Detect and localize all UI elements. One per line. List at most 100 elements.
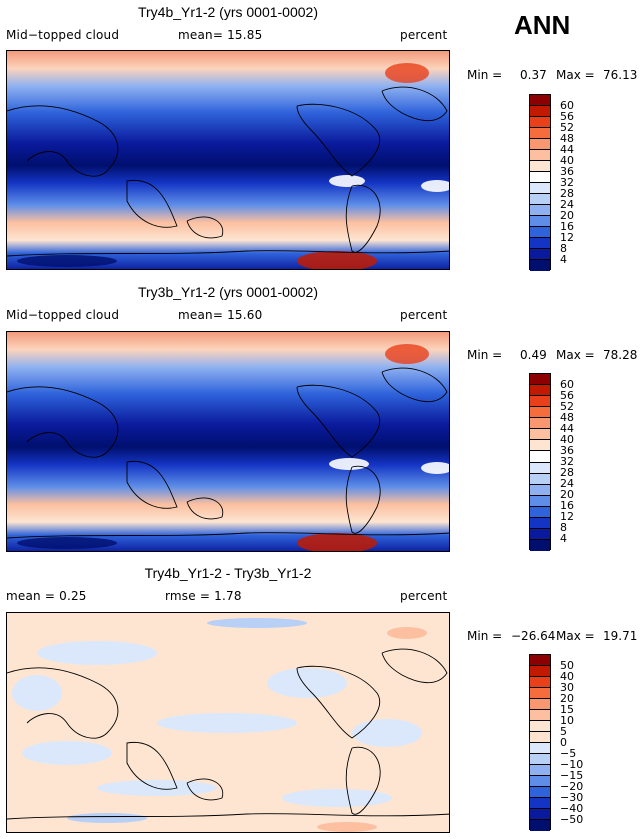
colorbar-tick-label: 48 (560, 131, 574, 145)
colorbar-tick-label: 60 (560, 377, 574, 391)
colorbar-tick-label: −30 (560, 790, 584, 804)
colorbar-tick-label: −5 (560, 746, 577, 760)
colorbar-tick-label: 20 (560, 691, 574, 705)
panel-2-min-value: 0.49 (520, 348, 547, 362)
colorbar-segment (530, 528, 550, 540)
colorbar-segment (530, 150, 550, 161)
panel-2-colorbar (529, 373, 551, 551)
colorbar-segment (530, 462, 550, 474)
panel-1-mean-label: mean= 15.85 (178, 28, 263, 42)
panel-1-map (6, 50, 450, 270)
panel-1-variable-label: Mid−topped cloud (6, 28, 120, 42)
colorbar-segment (530, 787, 550, 798)
colorbar-segment (530, 407, 550, 419)
colorbar-segment (530, 139, 550, 150)
colorbar-segment (530, 754, 550, 765)
panel-3-map (6, 612, 450, 833)
panel-2-map (6, 331, 450, 552)
colorbar-tick-label: 44 (560, 421, 574, 435)
colorbar-segment (530, 517, 550, 529)
colorbar-tick-label: 20 (560, 208, 574, 222)
colorbar-tick-label: 52 (560, 120, 574, 134)
panel-2-variable-label: Mid−topped cloud (6, 308, 120, 322)
colorbar-segment (530, 666, 550, 677)
colorbar-segment (530, 227, 550, 238)
panel-1-max-label: Max = (556, 68, 595, 82)
panel-2-min-label: Min = (467, 348, 503, 362)
colorbar-tick-label: 10 (560, 713, 574, 727)
colorbar-tick-label: 56 (560, 388, 574, 402)
colorbar-segment (530, 194, 550, 205)
panel-3-min-label: Min = (467, 629, 503, 643)
colorbar-segment (530, 809, 550, 820)
panel-3-colorbar (529, 654, 551, 831)
colorbar-tick-label: −15 (560, 768, 584, 782)
colorbar-segment (530, 495, 550, 507)
colorbar-tick-label: −10 (560, 757, 584, 771)
colorbar-tick-label: 12 (560, 510, 574, 524)
colorbar-segment (530, 798, 550, 809)
panel-1-min-label: Min = (467, 68, 503, 82)
colorbar-segment (530, 249, 550, 260)
colorbar-segment (530, 484, 550, 496)
colorbar-segment (530, 260, 550, 271)
colorbar-segment (530, 699, 550, 710)
colorbar-segment (530, 106, 550, 117)
colorbar-segment (530, 710, 550, 721)
colorbar-segment (530, 743, 550, 754)
panel-3-rmse-label: rmse = 1.78 (165, 589, 242, 603)
colorbar-segment (530, 440, 550, 452)
colorbar-tick-label: 8 (560, 241, 567, 255)
colorbar-tick-label: 16 (560, 219, 574, 233)
colorbar-tick-label: 4 (560, 532, 567, 546)
colorbar-tick-label: 36 (560, 164, 574, 178)
colorbar-tick-label: 52 (560, 399, 574, 413)
colorbar-segment (530, 506, 550, 518)
colorbar-tick-label: −40 (560, 801, 584, 815)
panel-2-map-graphic (7, 332, 449, 551)
panel-1-map-graphic (7, 51, 449, 269)
colorbar-segment (530, 205, 550, 216)
colorbar-segment (530, 820, 550, 831)
colorbar-segment (530, 732, 550, 743)
colorbar-segment (530, 374, 550, 386)
colorbar-segment (530, 117, 550, 128)
panel-3-max-value: 19.71 (603, 629, 638, 643)
colorbar-tick-label: 4 (560, 252, 567, 266)
panel-3-title: Try4b_Yr1-2 - Try3b_Yr1-2 (144, 565, 312, 581)
panel-2-max-label: Max = (556, 348, 595, 362)
panel-3-map-graphic (7, 613, 449, 832)
colorbar-tick-label: 28 (560, 186, 574, 200)
colorbar-segment (530, 451, 550, 463)
colorbar-segment (530, 128, 550, 139)
colorbar-segment (530, 161, 550, 172)
colorbar-tick-label: 32 (560, 175, 574, 189)
season-label: ANN (514, 10, 571, 40)
panel-2-units-label: percent (400, 308, 448, 322)
colorbar-tick-label: 56 (560, 109, 574, 123)
colorbar-segment (530, 238, 550, 249)
colorbar-tick-label: 32 (560, 455, 574, 468)
colorbar-tick-label: 20 (560, 488, 574, 502)
panel-3-units-label: percent (400, 589, 448, 603)
colorbar-tick-label: 12 (560, 230, 574, 244)
colorbar-tick-label: 8 (560, 521, 567, 535)
colorbar-segment (530, 721, 550, 732)
colorbar-segment (530, 172, 550, 183)
panel-3-max-label: Max = (556, 629, 595, 643)
colorbar-segment (530, 688, 550, 699)
colorbar-segment (530, 385, 550, 397)
colorbar-tick-label: 36 (560, 443, 574, 457)
colorbar-tick-label: 0 (560, 735, 567, 749)
panel-3-mean-label: mean = 0.25 (6, 589, 87, 603)
panel-1-title: Try4b_Yr1-2 (yrs 0001-0002) (137, 4, 318, 20)
colorbar-segment (530, 677, 550, 688)
panel-3-min-value: −26.64 (511, 629, 556, 643)
panel-2-mean-label: mean= 15.60 (178, 308, 263, 322)
colorbar-segment (530, 655, 550, 666)
colorbar-tick-label: 24 (560, 197, 574, 211)
colorbar-segment (530, 95, 550, 106)
colorbar-segment (530, 183, 550, 194)
colorbar-segment (530, 418, 550, 430)
colorbar-segment (530, 429, 550, 441)
